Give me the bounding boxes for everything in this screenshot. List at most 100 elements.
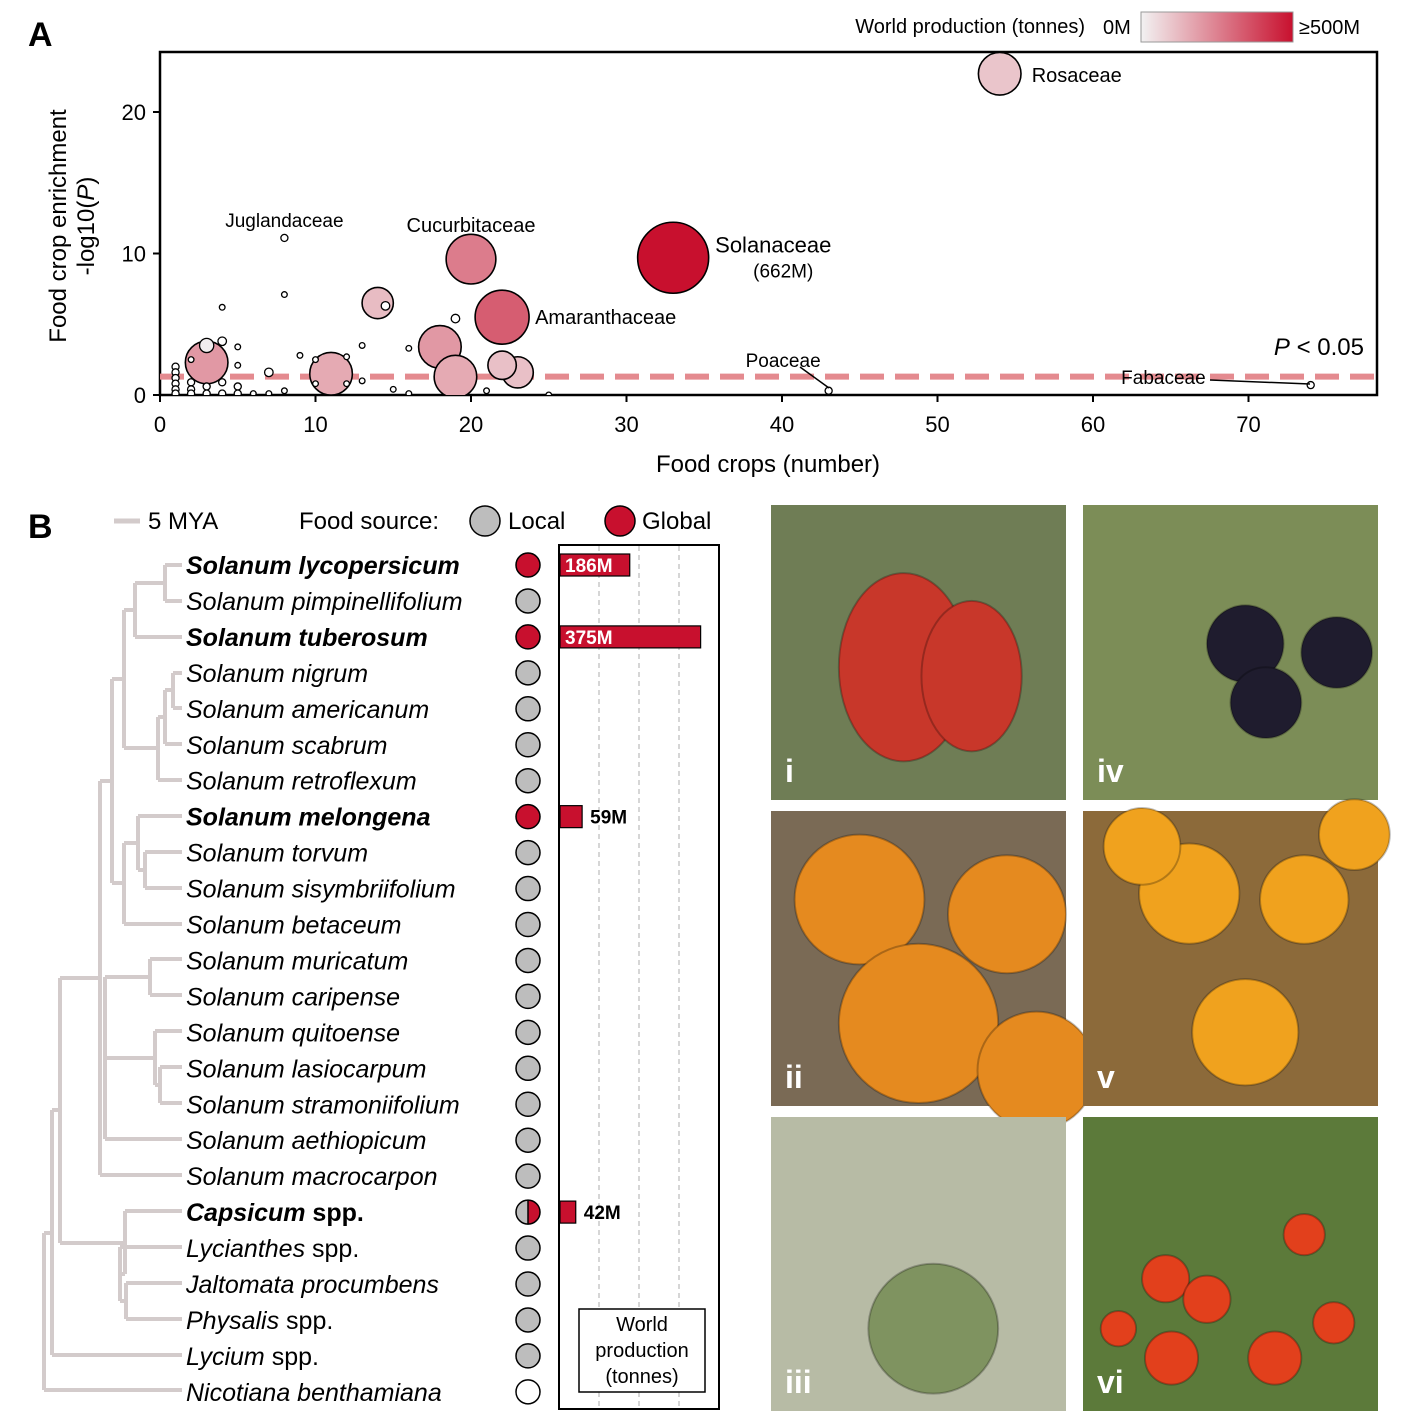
scatter-point: [380, 300, 391, 311]
food-source-dot: [515, 1307, 541, 1333]
production-bar: [559, 553, 631, 577]
species-name: Solanum melongena: [186, 804, 431, 832]
fruit-shape: [837, 942, 1000, 1105]
plot-frame: [158, 50, 1379, 397]
scatter-point: [171, 389, 180, 395]
food-source-dot: [515, 1235, 541, 1261]
production-legend-line2: production: [595, 1340, 688, 1362]
label-solanaceae-note: (662M): [753, 262, 813, 283]
production-bar: [559, 805, 583, 829]
fruit-shape: [1141, 1254, 1191, 1304]
photo-i: i: [771, 505, 1066, 800]
species-name: Solanum sisymbriifolium: [186, 876, 456, 904]
species-name: Solanum aethiopicum: [186, 1127, 426, 1155]
panel-b: B 5 MYA Food source: Local Global: [28, 505, 720, 1410]
production-bar: [559, 625, 702, 649]
food-source-dot: [515, 1019, 541, 1046]
label-rosaceae: Rosaceae: [1032, 65, 1122, 87]
panel-a: A World production (tonnes) 0M ≥500M 0 10…: [28, 11, 1379, 478]
species-name: Solanum torvum: [186, 840, 368, 868]
scatter-point: [312, 380, 319, 388]
photo-v: v: [1083, 798, 1391, 1106]
scatter-point: [343, 353, 351, 361]
scatter-point: [263, 367, 274, 378]
legend-max-label: ≥500M: [1299, 17, 1360, 39]
production-bar-label: 186M: [565, 556, 613, 577]
food-source-dot: [515, 732, 541, 758]
fruit-shape: [1182, 1274, 1232, 1324]
species-name: Solanum macrocarpon: [186, 1163, 438, 1191]
production-bar-label: 59M: [590, 808, 627, 829]
scatter-point: [218, 303, 226, 311]
point-rosaceae: [977, 52, 1022, 96]
legend-global-dot: [604, 505, 636, 537]
x-tick-label: 60: [1081, 412, 1105, 437]
species-name: Solanum americanum: [186, 696, 429, 724]
legend-local-label: Local: [508, 508, 565, 535]
food-source-dot: [515, 588, 541, 614]
scatter-point: [218, 389, 227, 395]
y-tick-label: 20: [122, 100, 146, 125]
food-source-dot: [515, 1199, 541, 1225]
label-juglandaceae: Juglandaceae: [225, 211, 343, 232]
photo-label: vi: [1097, 1364, 1124, 1400]
scatter-point: [312, 356, 319, 364]
scatter-point: [545, 391, 553, 395]
x-tick-label: 30: [614, 412, 638, 437]
scatter-point: [233, 382, 242, 391]
scatter-point: [361, 286, 395, 320]
photo-label: ii: [785, 1059, 803, 1095]
family-labels: Rosaceae Solanaceae (662M) Cucurbitaceae Ama…: [225, 65, 1311, 389]
scatter-point: [202, 389, 211, 395]
food-source-dot: [515, 911, 541, 938]
food-source-dot: [515, 1127, 541, 1153]
scatter-point: [280, 387, 288, 395]
food-source-dot: [515, 1271, 541, 1297]
species-name: Solanum pimpinellifolium: [186, 588, 463, 616]
species-name: Lycianthes spp.: [186, 1235, 359, 1263]
food-source-dot: [515, 696, 541, 722]
fruit-shape: [1191, 978, 1300, 1087]
scatter-point: [450, 313, 461, 324]
scatter-point: [433, 354, 478, 395]
panel-a-letter: A: [28, 16, 53, 54]
fruit-shape: [976, 1010, 1097, 1131]
scatter-point: [198, 337, 215, 354]
scatter-point: [217, 378, 227, 387]
scatter-point: [202, 382, 211, 391]
food-source-dot-global-half: [528, 1200, 540, 1225]
food-source-dot: [515, 839, 541, 866]
scatter-point: [389, 385, 397, 393]
food-source-dot: [515, 1343, 541, 1369]
scatter-point: [358, 341, 366, 349]
fruit-shape: [1099, 1309, 1138, 1348]
scatter-point: [233, 389, 242, 395]
species-name: Solanum nigrum: [186, 660, 368, 688]
label-poaceae: Poaceae: [746, 351, 821, 372]
photo-iv: iv: [1083, 505, 1378, 800]
species-name: Jaltomata procumbens: [185, 1271, 439, 1299]
scatter-point: [186, 389, 196, 395]
food-source-dot: [515, 983, 541, 1010]
production-bar: [559, 1200, 577, 1224]
x-tick-label: 40: [770, 412, 794, 437]
point-amaranthaceae: [474, 289, 530, 345]
species-name: Solanum quitoense: [186, 1019, 400, 1047]
phylogeny-tree: [42, 563, 182, 1392]
y-axis-label-line2: -log10(P): [73, 177, 100, 276]
photo-label: iv: [1097, 753, 1124, 789]
scatter-point: [217, 336, 228, 347]
y-axis-label: Food crop enrichment -log10(P): [45, 109, 100, 343]
label-amaranthaceae: Amaranthaceae: [535, 307, 676, 329]
x-tick-label: 50: [925, 412, 949, 437]
food-source-dot: [515, 875, 541, 902]
fruit-shape: [1312, 1301, 1356, 1345]
species-name: Nicotiana benthamiana: [186, 1379, 442, 1407]
scatter-point: [296, 351, 304, 359]
food-source-dot: [515, 947, 541, 974]
point-juglandaceae: [280, 233, 289, 243]
point-cucurbitaceae: [445, 233, 497, 285]
food-source-dot: [515, 1163, 541, 1189]
x-tick-label: 10: [303, 412, 327, 437]
fruit-shape: [1143, 1330, 1200, 1386]
